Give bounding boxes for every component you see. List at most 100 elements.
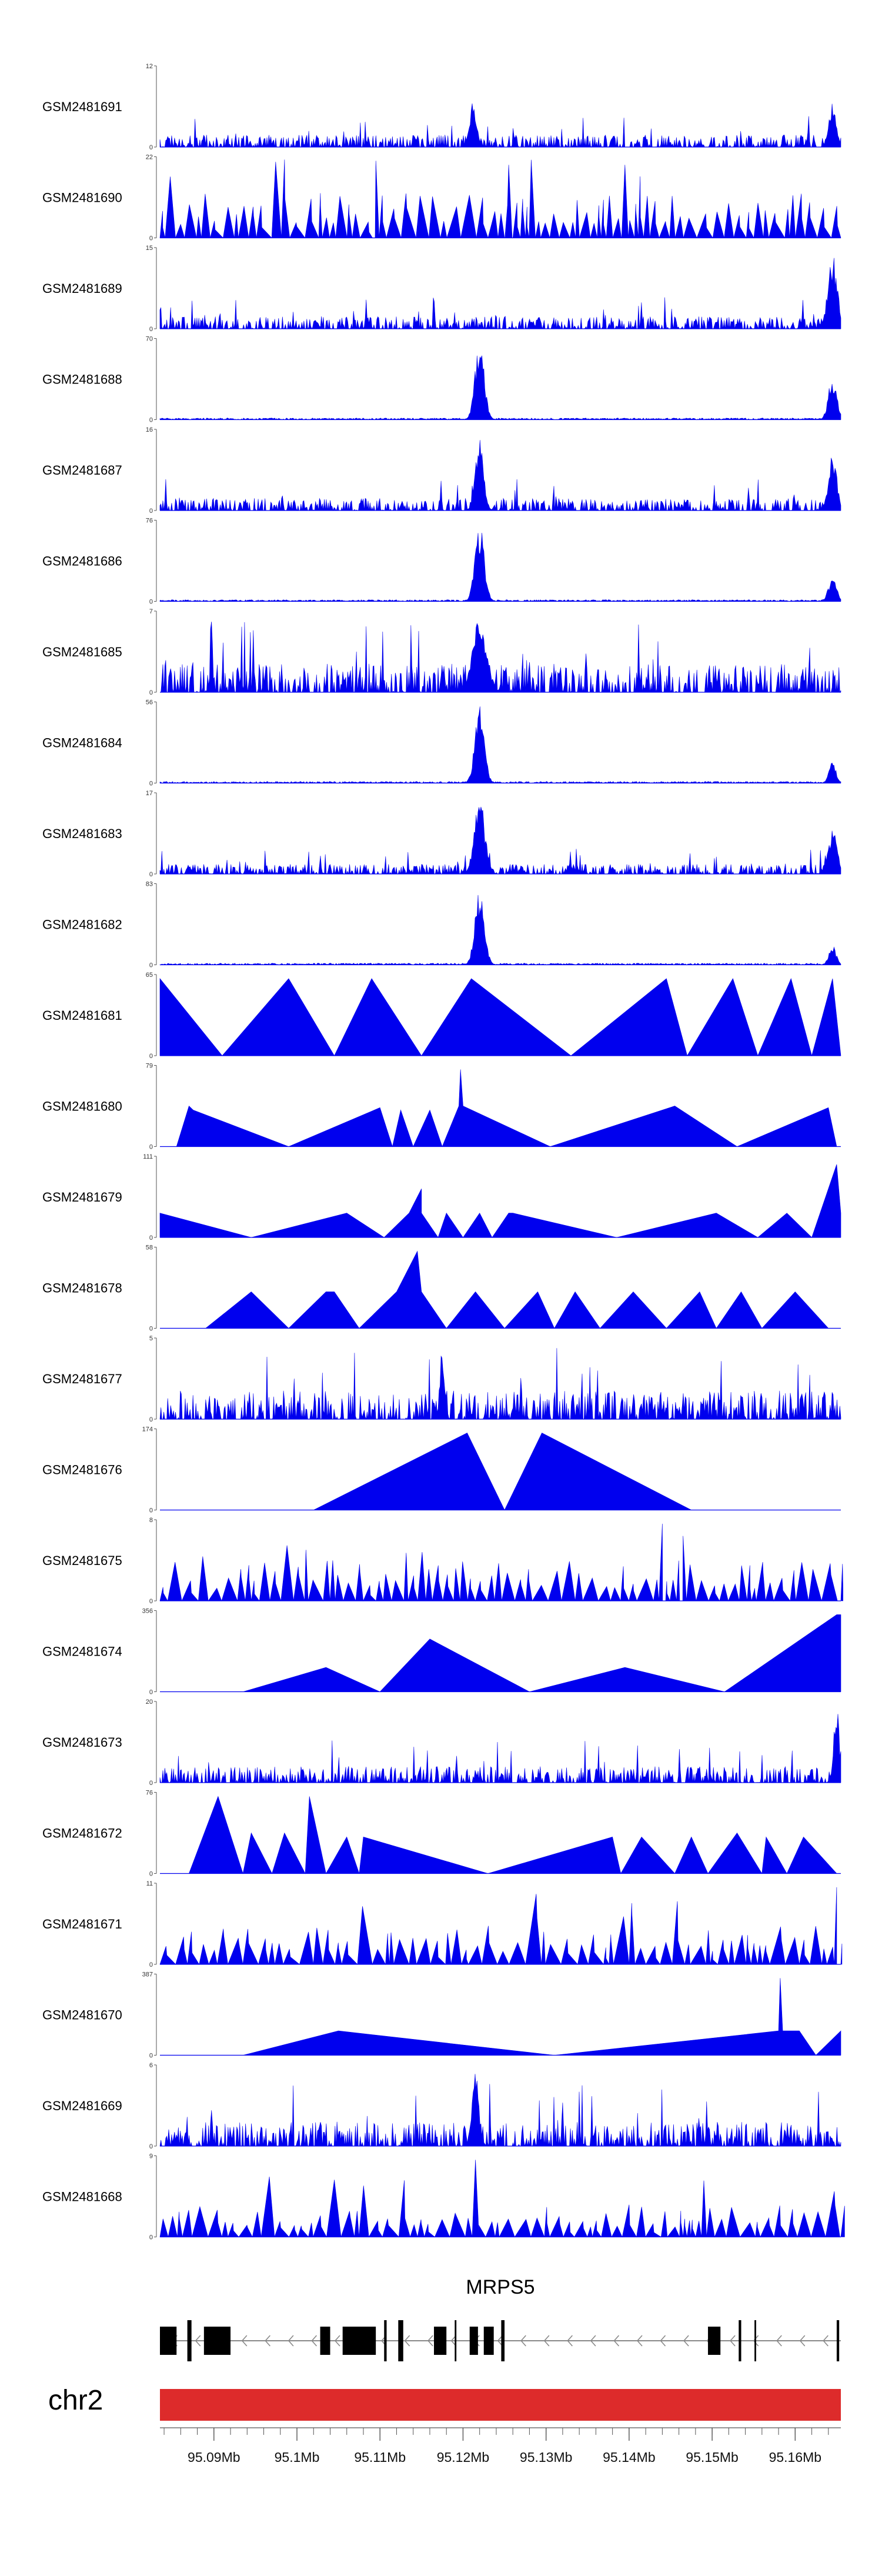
y-max-tick-label: 58 (146, 1244, 153, 1252)
strand-arrow (636, 2335, 643, 2347)
coverage-track: GSM2481679 111 0 (42, 1153, 841, 1242)
y-max-tick-label: 76 (146, 518, 153, 525)
y-min-tick-label: 0 (149, 1326, 153, 1333)
coverage-area (159, 706, 841, 783)
coverage-track: GSM2481682 83 0 (42, 881, 841, 969)
coverage-area (159, 159, 841, 239)
sample-label: GSM2481691 (42, 99, 122, 114)
strand-arrow (311, 2335, 318, 2347)
exon-block (342, 2327, 376, 2355)
coverage-area (159, 532, 841, 602)
x-tick-label: 95.09Mb (188, 2450, 240, 2465)
y-max-tick-label: 56 (146, 699, 153, 706)
sample-label: GSM2481684 (42, 736, 122, 750)
coverage-track: GSM2481677 5 0 (42, 1335, 841, 1423)
strand-arrow (683, 2335, 689, 2347)
strand-arrow (265, 2335, 270, 2347)
strand-arrow (450, 2335, 457, 2347)
sample-label: GSM2481668 (42, 2190, 122, 2204)
coverage-area (188, 1796, 837, 1874)
coverage-track: GSM2481690 22 0 (42, 154, 841, 242)
y-min-tick-label: 0 (149, 962, 153, 969)
sample-label: GSM2481679 (42, 1190, 122, 1204)
chromosome-ideogram-bar (160, 2389, 841, 2421)
strand-arrow (520, 2335, 526, 2347)
sample-label: GSM2481677 (42, 1372, 122, 1386)
chromosome-track: chr2 95.09Mb 95.1Mb 95.11Mb 95.12Mb 95.13Mb 9… (48, 2385, 841, 2465)
y-min-tick-label: 0 (149, 1961, 153, 1968)
y-min-tick-label: 0 (149, 780, 153, 788)
strand-arrow (776, 2335, 782, 2347)
strand-arrow (730, 2335, 736, 2347)
coverage-area (205, 1250, 829, 1329)
sample-label: GSM2481681 (42, 1008, 122, 1023)
sample-label: GSM2481670 (42, 2008, 122, 2023)
coverage-track: GSM2481673 20 0 (42, 1699, 841, 1787)
exon-block (501, 2320, 505, 2361)
y-max-tick-label: 22 (146, 154, 153, 161)
y-max-tick-label: 83 (146, 881, 153, 888)
y-min-tick-label: 0 (149, 235, 153, 242)
sample-label: GSM2481669 (42, 2098, 122, 2113)
exon-block (398, 2320, 403, 2361)
strand-arrow (334, 2335, 340, 2347)
strand-arrow (753, 2335, 759, 2347)
coverage-area (159, 2160, 845, 2238)
exon-block (739, 2320, 741, 2361)
sample-label: GSM2481687 (42, 463, 122, 478)
exon-block (455, 2320, 457, 2361)
coverage-track: GSM2481691 12 0 (42, 63, 841, 151)
y-min-tick-label: 0 (149, 599, 153, 606)
y-max-tick-label: 76 (146, 1790, 153, 1797)
sample-label: GSM2481674 (42, 1644, 122, 1659)
exon-block (384, 2320, 387, 2361)
sample-label: GSM2481686 (42, 554, 122, 569)
coverage-area (160, 622, 841, 693)
coverage-area (159, 1887, 843, 1966)
exon-block (187, 2320, 192, 2361)
y-max-tick-label: 387 (142, 1971, 153, 1978)
sample-label: GSM2481689 (42, 281, 122, 296)
coverage-area (313, 1432, 691, 1511)
coverage-track: GSM2481670 387 0 (42, 1971, 841, 2060)
coverage-area (159, 2074, 841, 2147)
exon-block (836, 2320, 840, 2361)
exon-block (469, 2327, 478, 2355)
sample-label: GSM2481682 (42, 917, 122, 932)
coverage-track: GSM2481671 11 0 (42, 1880, 843, 1968)
coverage-area (159, 355, 841, 420)
strand-arrow (590, 2335, 596, 2347)
chromosome-label: chr2 (48, 2385, 103, 2416)
coverage-track: GSM2481669 6 0 (42, 2062, 841, 2150)
sample-label: GSM2481676 (42, 1463, 122, 1477)
y-max-tick-label: 79 (146, 1063, 153, 1070)
coverage-track: GSM2481676 174 0 (42, 1426, 841, 1514)
coverage-area (159, 1714, 841, 1784)
coverage-track: GSM2481685 7 0 (42, 608, 841, 696)
coverage-area (159, 895, 841, 966)
sample-label: GSM2481688 (42, 372, 122, 387)
sample-label: GSM2481675 (42, 1553, 122, 1568)
sample-label: GSM2481672 (42, 1826, 122, 1841)
x-tick-label: 95.13Mb (520, 2450, 573, 2465)
y-max-tick-label: 16 (146, 426, 153, 433)
strand-arrow (823, 2335, 828, 2347)
coverage-track: GSM2481668 9 0 (42, 2153, 845, 2241)
exon-block (483, 2327, 494, 2355)
y-min-tick-label: 0 (149, 1507, 153, 1514)
coverage-track: GSM2481674 356 0 (42, 1608, 841, 1696)
y-max-tick-label: 11 (146, 1880, 153, 1887)
sample-label: GSM2481685 (42, 645, 122, 659)
sample-label: GSM2481678 (42, 1281, 122, 1296)
y-max-tick-label: 12 (146, 63, 153, 70)
y-min-tick-label: 0 (149, 689, 153, 696)
y-min-tick-label: 0 (149, 1689, 153, 1696)
y-max-tick-label: 8 (149, 1517, 153, 1524)
sample-label: GSM2481683 (42, 826, 122, 841)
sample-label: GSM2481680 (42, 1099, 122, 1114)
y-min-tick-label: 0 (149, 326, 153, 333)
coverage-area (159, 440, 841, 512)
coverage-track: GSM2481675 8 0 (42, 1517, 843, 1605)
sample-label: GSM2481671 (42, 1917, 122, 1931)
